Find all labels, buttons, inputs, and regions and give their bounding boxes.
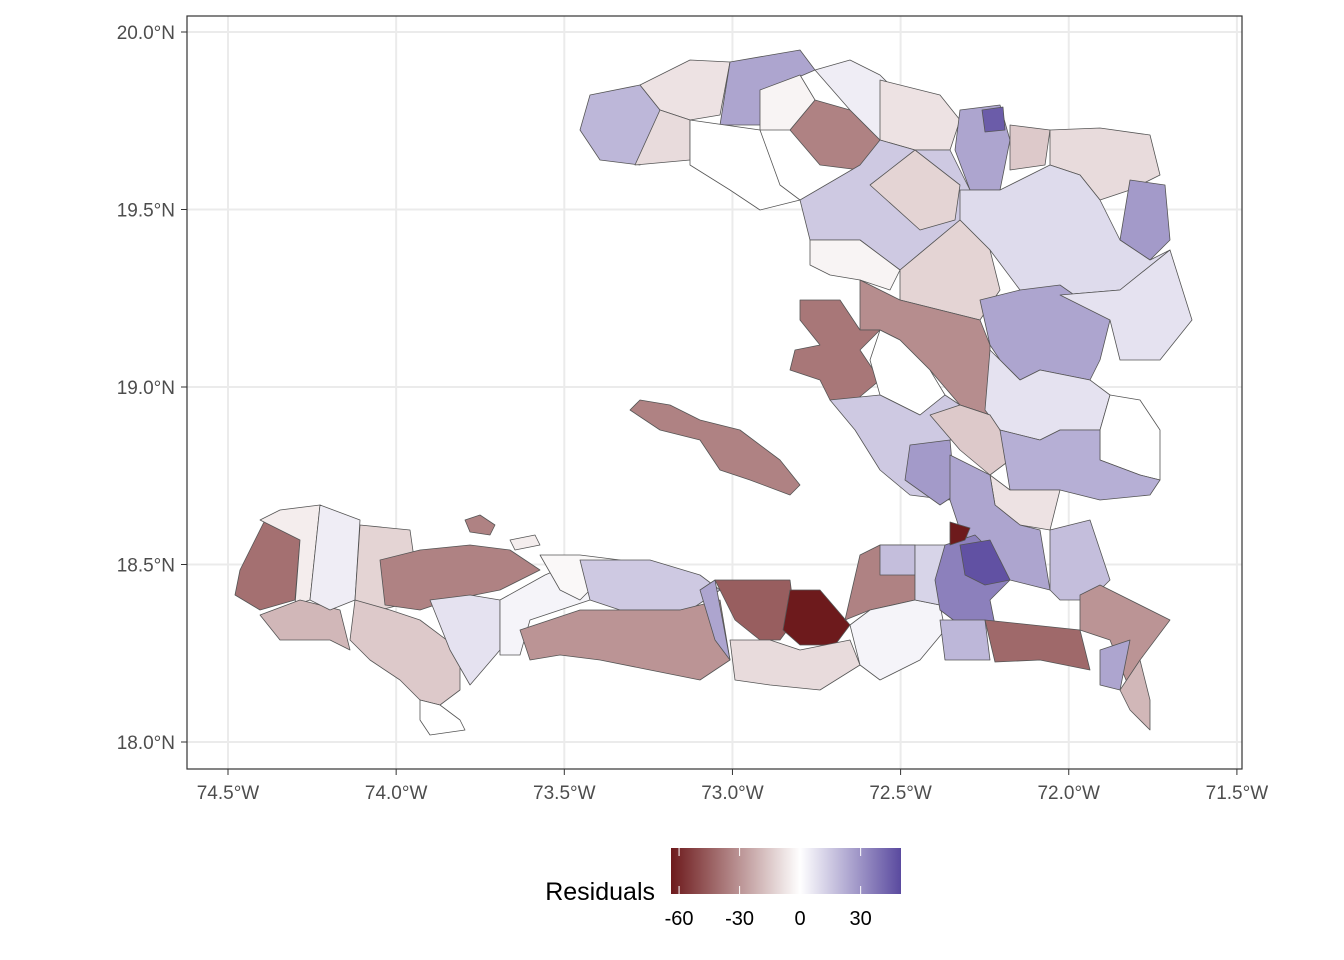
region xyxy=(981,106,1006,133)
region xyxy=(464,514,496,536)
x-tick-label: 74.0°W xyxy=(365,783,428,804)
region xyxy=(1009,124,1051,171)
region xyxy=(519,599,731,681)
region xyxy=(759,74,816,131)
legend-tick-label: -60 xyxy=(665,908,694,930)
region xyxy=(259,599,351,651)
region xyxy=(699,579,731,661)
region xyxy=(509,534,541,551)
region xyxy=(309,504,361,611)
x-tick-label: 74.5°W xyxy=(197,783,260,804)
panel-border xyxy=(186,15,1243,770)
region xyxy=(379,544,541,611)
x-tick-label: 73.0°W xyxy=(701,783,764,804)
x-tick-label: 72.5°W xyxy=(869,783,932,804)
region xyxy=(869,149,961,231)
legend-tick-label: 0 xyxy=(795,908,806,930)
y-tick-label: 19.0°N xyxy=(117,378,175,399)
y-tick-label: 18.0°N xyxy=(117,733,175,754)
region xyxy=(949,521,971,546)
axes: 74.5°W 74.0°W 73.5°W 73.0°W 72.5°W 72.0°W 71.5… xyxy=(117,23,1269,804)
region xyxy=(629,399,801,496)
region xyxy=(1119,659,1151,731)
legend-title: Residuals xyxy=(545,878,655,906)
x-tick-label: 71.5°W xyxy=(1206,783,1269,804)
regions xyxy=(234,49,1193,736)
y-tick-label: 18.5°N xyxy=(117,556,175,577)
region xyxy=(939,619,991,661)
legend: Residuals -60 -30 0 30 xyxy=(545,848,901,930)
region xyxy=(809,239,901,291)
region xyxy=(959,164,1171,296)
x-tick-label: 73.5°W xyxy=(533,783,596,804)
region xyxy=(959,539,1011,586)
legend-tick-label: 30 xyxy=(850,908,872,930)
region xyxy=(419,699,466,736)
x-tick-label: 72.0°W xyxy=(1037,783,1100,804)
region xyxy=(1119,179,1171,261)
region xyxy=(714,579,796,641)
legend-colorbar xyxy=(671,848,901,894)
region xyxy=(1059,249,1193,361)
y-tick-label: 20.0°N xyxy=(117,23,175,44)
region xyxy=(984,619,1091,671)
region xyxy=(879,544,916,576)
y-tick-label: 19.5°N xyxy=(117,201,175,222)
legend-tick-label: -30 xyxy=(725,908,754,930)
region xyxy=(689,119,801,211)
region xyxy=(904,439,956,506)
